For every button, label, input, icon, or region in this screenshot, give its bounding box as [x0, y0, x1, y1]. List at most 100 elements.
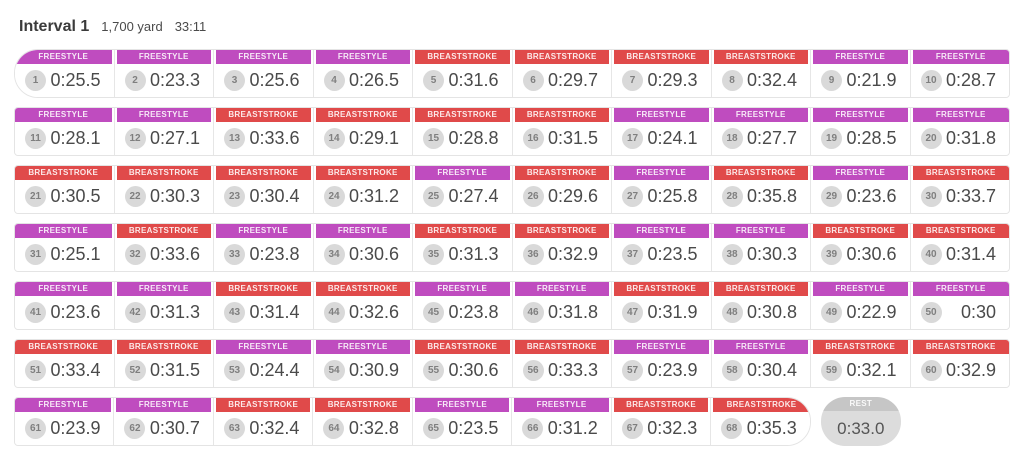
lap-cell[interactable]: FREESTYLE 62 0:30.7 — [114, 398, 214, 445]
lap-cell[interactable]: BREASTSTROKE 21 0:30.5 — [15, 166, 115, 213]
stroke-label: FREESTYLE — [116, 50, 211, 64]
lap-body: 3 0:25.6 — [214, 64, 313, 97]
lap-cell[interactable]: FREESTYLE 29 0:23.6 — [811, 166, 911, 213]
lap-cell[interactable]: FREESTYLE 4 0:26.5 — [313, 50, 413, 97]
lap-body: 41 0:23.6 — [15, 296, 114, 329]
lap-cell[interactable]: FREESTYLE 25 0:27.4 — [413, 166, 513, 213]
lap-cell[interactable]: BREASTSTROKE 32 0:33.6 — [114, 224, 214, 271]
lap-cell[interactable]: BREASTSTROKE 60 0:32.9 — [910, 340, 1009, 387]
rest-block[interactable]: REST 0:33.0 — [820, 397, 901, 446]
lap-cell[interactable]: BREASTSTROKE 14 0:29.1 — [313, 108, 413, 155]
lap-time: 0:31.3 — [149, 302, 200, 322]
lap-cell[interactable]: FREESTYLE 46 0:31.8 — [512, 282, 612, 329]
lap-cell[interactable]: FREESTYLE 31 0:25.1 — [15, 224, 115, 271]
lap-cell[interactable]: FREESTYLE 58 0:30.4 — [711, 340, 811, 387]
lap-cell[interactable]: FREESTYLE 66 0:31.2 — [512, 398, 612, 445]
lap-cell[interactable]: FREESTYLE 34 0:30.6 — [313, 224, 413, 271]
lap-body: 6 0:29.7 — [513, 64, 612, 97]
lap-time: 0:25.8 — [647, 186, 698, 206]
lap-number-badge: 38 — [721, 244, 743, 265]
lap-cell[interactable]: BREASTSTROKE 26 0:29.6 — [512, 166, 612, 213]
lap-cell[interactable]: FREESTYLE 61 0:23.9 — [15, 398, 115, 445]
lap-cell[interactable]: FREESTYLE 18 0:27.7 — [711, 108, 811, 155]
lap-cell[interactable]: FREESTYLE 10 0:28.7 — [910, 50, 1009, 97]
lap-cell[interactable]: BREASTSTROKE 64 0:32.8 — [313, 398, 413, 445]
lap-body: 29 0:23.6 — [811, 180, 910, 213]
lap-cell[interactable]: BREASTSTROKE 59 0:32.1 — [811, 340, 911, 387]
lap-cell[interactable]: FREESTYLE 45 0:23.8 — [413, 282, 513, 329]
stroke-label: BREASTSTROKE — [415, 224, 510, 238]
lap-cell[interactable]: BREASTSTROKE 52 0:31.5 — [114, 340, 214, 387]
lap-time: 0:31.8 — [945, 128, 996, 148]
lap-cell[interactable]: BREASTSTROKE 30 0:33.7 — [910, 166, 1009, 213]
lap-time: 0:23.8 — [249, 244, 300, 264]
lap-number-badge: 63 — [223, 418, 245, 439]
lap-cell[interactable]: BREASTSTROKE 15 0:28.8 — [413, 108, 513, 155]
lap-cell[interactable]: BREASTSTROKE 5 0:31.6 — [413, 50, 513, 97]
stroke-label: BREASTSTROKE — [216, 282, 311, 296]
lap-cell[interactable]: BREASTSTROKE 7 0:29.3 — [612, 50, 712, 97]
lap-cell[interactable]: FREESTYLE 41 0:23.6 — [15, 282, 115, 329]
stroke-label: FREESTYLE — [912, 282, 1009, 296]
lap-time: 0:32.8 — [348, 418, 399, 438]
lap-cell[interactable]: BREASTSTROKE 16 0:31.5 — [512, 108, 612, 155]
lap-cell[interactable]: FREESTYLE 12 0:27.1 — [114, 108, 214, 155]
lap-cell[interactable]: FREESTYLE 49 0:22.9 — [811, 282, 911, 329]
lap-body: 15 0:28.8 — [413, 122, 512, 155]
lap-cell[interactable]: BREASTSTROKE 63 0:32.4 — [213, 398, 314, 445]
lap-body: 2 0:23.3 — [115, 64, 214, 97]
lap-cell[interactable]: BREASTSTROKE 43 0:31.4 — [214, 282, 314, 329]
lap-cell[interactable]: FREESTYLE 11 0:28.1 — [15, 108, 115, 155]
lap-cell[interactable]: BREASTSTROKE 44 0:32.6 — [313, 282, 413, 329]
lap-body: 5 0:31.6 — [413, 64, 512, 97]
stroke-label: BREASTSTROKE — [216, 166, 311, 180]
lap-cell[interactable]: FREESTYLE 17 0:24.1 — [612, 108, 712, 155]
stroke-label: BREASTSTROKE — [415, 340, 510, 354]
lap-number-badge: 7 — [622, 70, 643, 91]
lap-cell[interactable]: FREESTYLE 57 0:23.9 — [612, 340, 712, 387]
lap-cell[interactable]: BREASTSTROKE 8 0:32.4 — [711, 50, 811, 97]
stroke-label: BREASTSTROKE — [813, 224, 908, 238]
lap-cell[interactable]: FREESTYLE 65 0:23.5 — [412, 398, 513, 445]
lap-cell[interactable]: FREESTYLE 19 0:28.5 — [811, 108, 911, 155]
lap-cell[interactable]: BREASTSTROKE 56 0:33.3 — [512, 340, 612, 387]
lap-cell[interactable]: FREESTYLE 20 0:31.8 — [910, 108, 1009, 155]
lap-cell[interactable]: FREESTYLE 38 0:30.3 — [711, 224, 811, 271]
lap-cell[interactable]: BREASTSTROKE 35 0:31.3 — [413, 224, 513, 271]
lap-cell[interactable]: FREESTYLE 50 0:30 — [910, 282, 1009, 329]
lap-body: 25 0:27.4 — [413, 180, 512, 213]
lap-cell[interactable]: BREASTSTROKE 68 0:35.3 — [711, 398, 810, 445]
stroke-label: FREESTYLE — [216, 340, 311, 354]
lap-cell[interactable]: FREESTYLE 27 0:25.8 — [612, 166, 712, 213]
lap-cell[interactable]: BREASTSTROKE 13 0:33.6 — [214, 108, 314, 155]
lap-cell[interactable]: FREESTYLE 37 0:23.5 — [612, 224, 712, 271]
lap-cell[interactable]: FREESTYLE 42 0:31.3 — [114, 282, 214, 329]
lap-number-badge: 36 — [522, 244, 544, 265]
lap-body: 42 0:31.3 — [115, 296, 214, 329]
lap-cell[interactable]: BREASTSTROKE 6 0:29.7 — [512, 50, 612, 97]
lap-cell[interactable]: BREASTSTROKE 51 0:33.4 — [15, 340, 115, 387]
lap-cell[interactable]: BREASTSTROKE 24 0:31.2 — [313, 166, 413, 213]
lap-cell[interactable]: BREASTSTROKE 28 0:35.8 — [711, 166, 811, 213]
lap-number-badge: 56 — [522, 360, 544, 381]
lap-cell[interactable]: BREASTSTROKE 39 0:30.6 — [811, 224, 911, 271]
lap-cell[interactable]: BREASTSTROKE 22 0:30.3 — [114, 166, 214, 213]
lap-body: 24 0:31.2 — [314, 180, 413, 213]
lap-cell[interactable]: FREESTYLE 3 0:25.6 — [214, 50, 314, 97]
lap-cell[interactable]: BREASTSTROKE 23 0:30.4 — [214, 166, 314, 213]
lap-cell[interactable]: FREESTYLE 53 0:24.4 — [214, 340, 314, 387]
lap-cell[interactable]: BREASTSTROKE 47 0:31.9 — [612, 282, 712, 329]
lap-cell[interactable]: BREASTSTROKE 67 0:32.3 — [611, 398, 712, 445]
lap-cell[interactable]: BREASTSTROKE 36 0:32.9 — [512, 224, 612, 271]
lap-cell[interactable]: FREESTYLE 33 0:23.8 — [214, 224, 314, 271]
lap-cell[interactable]: BREASTSTROKE 40 0:31.4 — [910, 224, 1009, 271]
lap-cell[interactable]: FREESTYLE 2 0:23.3 — [114, 50, 214, 97]
lap-cell[interactable]: FREESTYLE 54 0:30.9 — [313, 340, 413, 387]
lap-body: 13 0:33.6 — [214, 122, 313, 155]
lap-time: 0:23.3 — [149, 70, 200, 90]
lap-cell[interactable]: BREASTSTROKE 48 0:30.8 — [711, 282, 811, 329]
lap-time: 0:32.9 — [547, 244, 598, 264]
lap-cell[interactable]: BREASTSTROKE 55 0:30.6 — [413, 340, 513, 387]
lap-cell[interactable]: FREESTYLE 9 0:21.9 — [811, 50, 911, 97]
lap-cell[interactable]: FREESTYLE 1 0:25.5 — [15, 50, 115, 97]
